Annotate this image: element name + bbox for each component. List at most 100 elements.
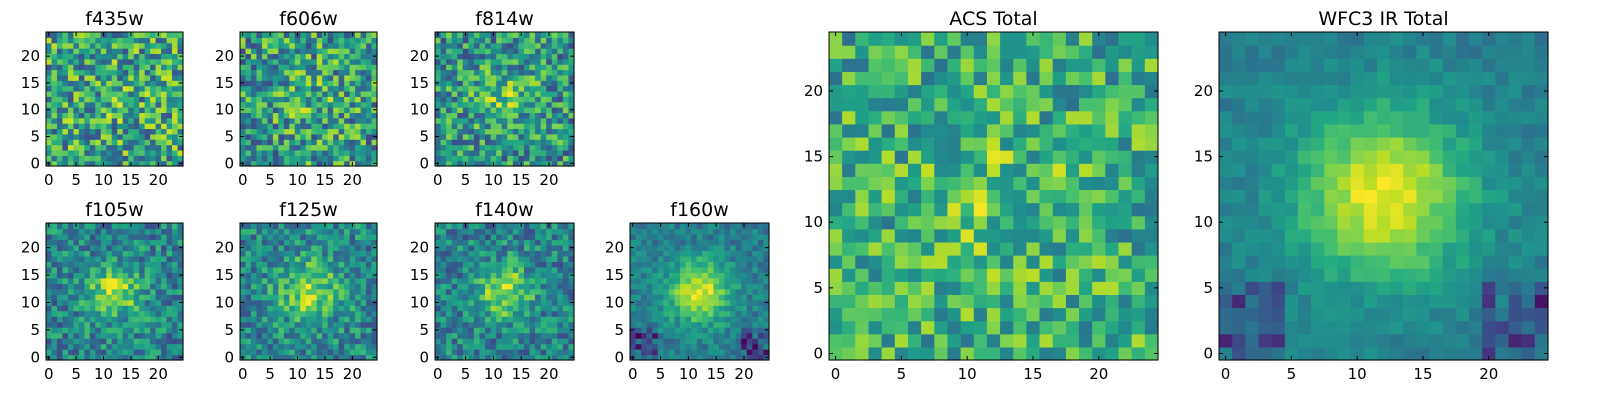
heatmap-cell bbox=[535, 37, 542, 44]
heatmap-cell bbox=[473, 354, 481, 361]
heatmap-cell bbox=[366, 123, 373, 130]
heatmap-cell bbox=[496, 144, 503, 151]
heatmap-cell bbox=[947, 228, 962, 243]
heatmap-cell bbox=[117, 343, 124, 350]
heatmap-cell bbox=[507, 112, 514, 119]
heatmap-cell bbox=[457, 42, 464, 49]
heatmap-cell bbox=[947, 189, 962, 204]
heatmap-cell bbox=[501, 223, 508, 230]
heatmap-cell bbox=[177, 250, 184, 257]
heatmap-cell bbox=[535, 80, 542, 87]
heatmap-cell bbox=[680, 316, 687, 323]
heatmap-cell bbox=[1013, 163, 1027, 177]
heatmap-cell bbox=[122, 321, 129, 328]
heatmap-cell bbox=[305, 250, 312, 257]
heatmap-cell bbox=[133, 255, 140, 262]
heatmap-cell bbox=[333, 294, 340, 301]
heatmap-cell bbox=[166, 288, 173, 295]
heatmap-cell bbox=[300, 64, 307, 71]
heatmap-cell bbox=[921, 255, 935, 269]
heatmap-cell bbox=[139, 327, 146, 334]
heatmap-cell bbox=[122, 139, 129, 146]
heatmap-cell bbox=[479, 327, 486, 334]
heatmap-cell bbox=[283, 101, 290, 108]
heatmap-cell bbox=[95, 42, 102, 49]
heatmap-cell bbox=[562, 294, 570, 301]
heatmap-cell bbox=[89, 32, 96, 38]
heatmap-cell bbox=[1092, 228, 1106, 243]
heatmap-cell bbox=[523, 80, 531, 87]
heatmap-cell bbox=[322, 155, 329, 162]
heatmap-cell bbox=[730, 349, 737, 356]
heatmap-cell bbox=[501, 250, 508, 257]
heatmap-cell bbox=[1118, 176, 1133, 191]
heatmap-cell bbox=[360, 283, 367, 290]
heatmap-cell bbox=[283, 32, 290, 38]
heatmap-cell bbox=[668, 349, 676, 356]
heatmap-cell bbox=[680, 294, 687, 301]
heatmap-cell bbox=[366, 283, 373, 290]
heatmap-cell bbox=[551, 343, 558, 350]
heatmap-cell bbox=[161, 80, 168, 87]
heatmap-cell bbox=[150, 48, 157, 55]
heatmap-cell bbox=[440, 42, 447, 49]
heatmap-cell bbox=[100, 316, 107, 323]
heatmap-cell bbox=[1039, 163, 1054, 177]
heatmap-cell bbox=[529, 310, 536, 317]
heatmap-cell bbox=[668, 343, 676, 350]
heatmap-cell bbox=[161, 48, 168, 55]
heatmap-cell bbox=[1000, 202, 1014, 217]
heatmap-cell bbox=[333, 139, 340, 146]
heatmap-cell bbox=[557, 64, 564, 71]
heatmap-cell bbox=[78, 149, 85, 156]
heatmap-cell bbox=[360, 233, 367, 241]
heatmap-cell bbox=[333, 310, 340, 317]
heatmap-cell bbox=[56, 343, 64, 350]
heatmap-cell bbox=[344, 90, 351, 97]
heatmap-cell bbox=[657, 338, 664, 345]
heatmap-cell bbox=[479, 250, 486, 257]
heatmap-cell bbox=[685, 321, 692, 328]
heatmap-cell bbox=[95, 90, 102, 97]
heatmap-cell bbox=[468, 144, 475, 151]
heatmap-cell bbox=[562, 343, 570, 350]
heatmap-cell bbox=[529, 233, 536, 241]
heatmap-cell bbox=[95, 160, 102, 167]
heatmap-cell bbox=[562, 90, 570, 97]
heatmap-cell bbox=[311, 96, 318, 103]
heatmap-cell bbox=[283, 48, 290, 55]
heatmap-cell bbox=[535, 277, 542, 284]
heatmap-cell bbox=[73, 343, 80, 350]
heatmap-cell bbox=[245, 261, 252, 268]
heatmap-cell bbox=[947, 320, 962, 335]
heatmap-cell bbox=[51, 58, 58, 65]
heatmap-cell bbox=[128, 149, 135, 156]
heatmap-cell bbox=[89, 101, 96, 108]
heatmap-cell bbox=[696, 283, 703, 290]
heatmap-cell bbox=[294, 277, 301, 284]
heatmap-cell bbox=[245, 294, 252, 301]
heatmap-cell bbox=[462, 272, 469, 279]
heatmap-cell bbox=[338, 255, 345, 262]
heatmap-cell bbox=[311, 321, 318, 328]
heatmap-cell bbox=[89, 149, 96, 156]
heatmap-cell bbox=[111, 288, 118, 295]
heatmap-cell bbox=[256, 233, 263, 241]
heatmap-cell bbox=[674, 354, 681, 361]
heatmap-cell bbox=[78, 332, 85, 339]
heatmap-cell bbox=[468, 288, 475, 295]
heatmap-cell bbox=[1013, 176, 1027, 191]
heatmap-cell bbox=[311, 233, 318, 241]
heatmap-cell bbox=[117, 277, 124, 284]
heatmap-cell bbox=[696, 277, 703, 284]
heatmap-cell bbox=[300, 250, 307, 257]
heatmap-cell bbox=[707, 250, 714, 257]
heatmap-cell bbox=[535, 239, 542, 246]
heatmap-cell bbox=[84, 266, 91, 273]
heatmap-cell bbox=[316, 288, 323, 295]
heatmap-cell bbox=[294, 343, 301, 350]
heatmap-cell bbox=[535, 85, 542, 92]
heatmap-cell bbox=[947, 307, 962, 322]
heatmap-cell bbox=[300, 233, 307, 241]
heatmap-cell bbox=[557, 354, 564, 361]
